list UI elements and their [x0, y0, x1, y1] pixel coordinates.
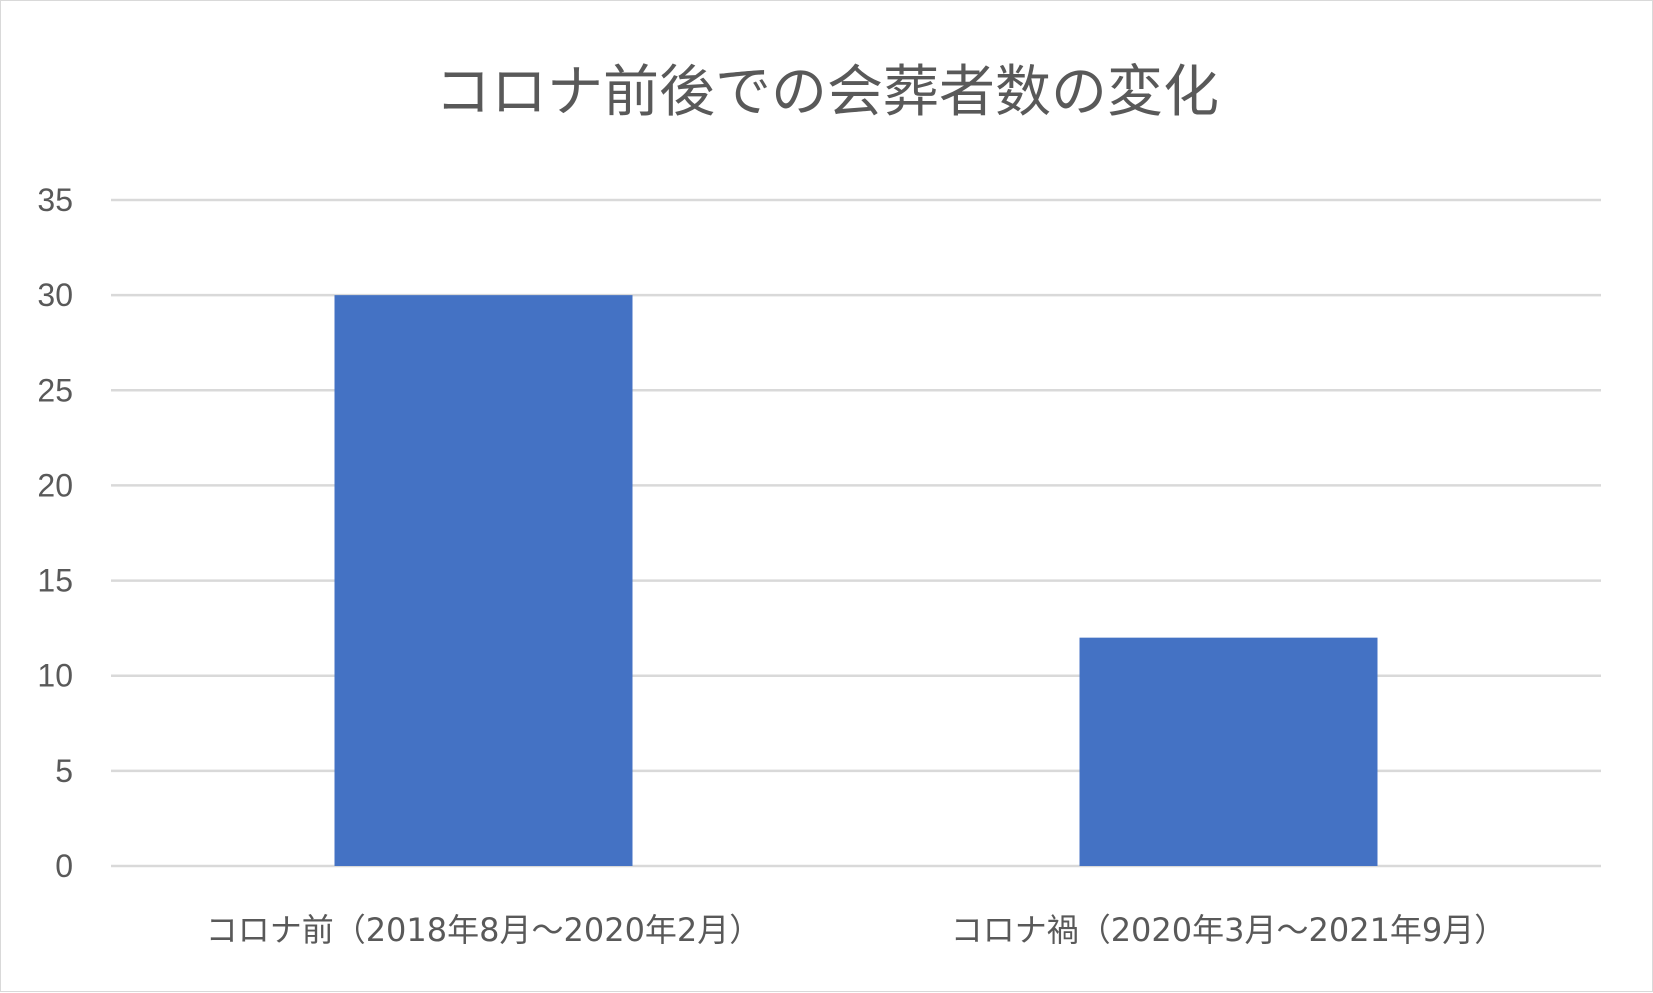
y-tick-label: 20: [37, 467, 73, 503]
y-tick-label: 25: [37, 372, 73, 408]
bar-1: [1079, 637, 1378, 866]
y-tick-label: 10: [37, 658, 73, 694]
x-axis-category-labels: コロナ前（2018年8月～2020年2月） コロナ禍（2020年3月～2021年9…: [206, 911, 1507, 949]
bars: [334, 295, 1378, 867]
y-tick-label: 35: [37, 182, 73, 218]
y-tick-label: 0: [55, 848, 73, 884]
y-tick-label: 30: [37, 277, 73, 313]
x-category-label: コロナ前（2018年8月～2020年2月）: [206, 911, 762, 949]
y-tick-label: 15: [37, 563, 73, 599]
bar-0: [334, 295, 633, 867]
chart-title: コロナ前後での会葬者数の変化: [435, 60, 1219, 125]
y-tick-label: 5: [55, 753, 73, 789]
x-category-label: コロナ禍（2020年3月～2021年9月）: [951, 911, 1507, 949]
y-axis-tick-labels: 0 5 10 15 20 25 30 35: [37, 182, 73, 884]
